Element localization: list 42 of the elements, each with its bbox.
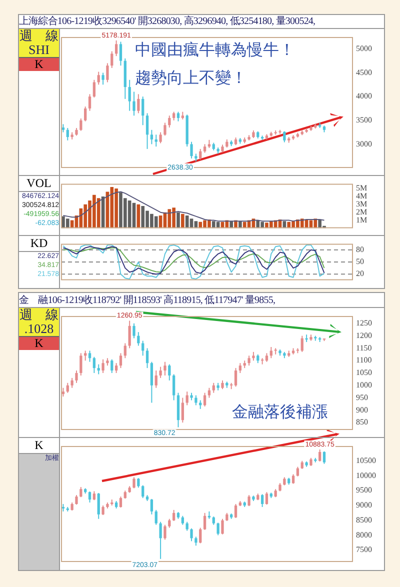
y-tick-label: 950 — [356, 392, 368, 402]
y-tick-label: 1050 — [356, 368, 372, 378]
y-tick-label: 2M — [356, 207, 368, 216]
text: K — [19, 336, 59, 350]
y-tick-label: 4500 — [356, 68, 372, 77]
y-tick-label: 3000 — [356, 139, 372, 148]
y-tick-label: 80 — [356, 244, 364, 254]
y-tick-label: 1250 — [356, 318, 372, 328]
y-tick-label: 7500 — [356, 545, 372, 554]
text: 中國由瘋牛轉為慢牛！趨勢向上不變！ — [135, 39, 296, 89]
chart-title: 上海綜合106-1219收3296540' 開3268030, 高3296940, 低3254180, 量300524, — [19, 14, 316, 28]
y-tick-label: 10000 — [356, 470, 376, 480]
y-tick-label: 850 — [356, 418, 368, 427]
text: 週 線 — [19, 28, 59, 43]
y-tick-label: 1000 — [356, 380, 372, 390]
y-tick-label: 20 — [356, 269, 364, 278]
text: .1028 — [19, 321, 59, 336]
y-tick-label: 900 — [356, 405, 368, 414]
text: 週 線 — [19, 307, 59, 322]
text: 金融落後補漲 — [232, 401, 328, 423]
y-tick-label: 8000 — [356, 530, 372, 540]
y-tick-label: 9000 — [356, 500, 372, 510]
y-tick-label: 1M — [356, 215, 368, 224]
y-tick-label: 1200 — [356, 330, 372, 340]
y-tick-label: 8500 — [356, 515, 372, 524]
text: VOL — [19, 176, 59, 192]
y-tick-label: 10500 — [356, 456, 376, 465]
y-tick-label: 5M — [356, 184, 368, 193]
y-tick-label: 3500 — [356, 115, 372, 124]
chart-title: 金 融106-1219收118792' 開118593' 高118915, 低117947' 量9855, — [19, 294, 276, 307]
y-tick-label: 3M — [356, 200, 368, 209]
y-tick-label: 1150 — [356, 343, 372, 352]
y-tick-label: 4000 — [356, 92, 372, 101]
text: K — [19, 438, 59, 454]
text: KD — [19, 236, 59, 252]
text: SHI — [19, 42, 59, 57]
y-tick-label: 50 — [356, 257, 364, 266]
text: K — [19, 57, 59, 71]
y-tick-label: 1100 — [356, 356, 372, 365]
y-tick-label: 9500 — [356, 486, 372, 495]
y-tick-label: 4M — [356, 192, 368, 201]
y-tick-label: 5000 — [356, 44, 372, 54]
